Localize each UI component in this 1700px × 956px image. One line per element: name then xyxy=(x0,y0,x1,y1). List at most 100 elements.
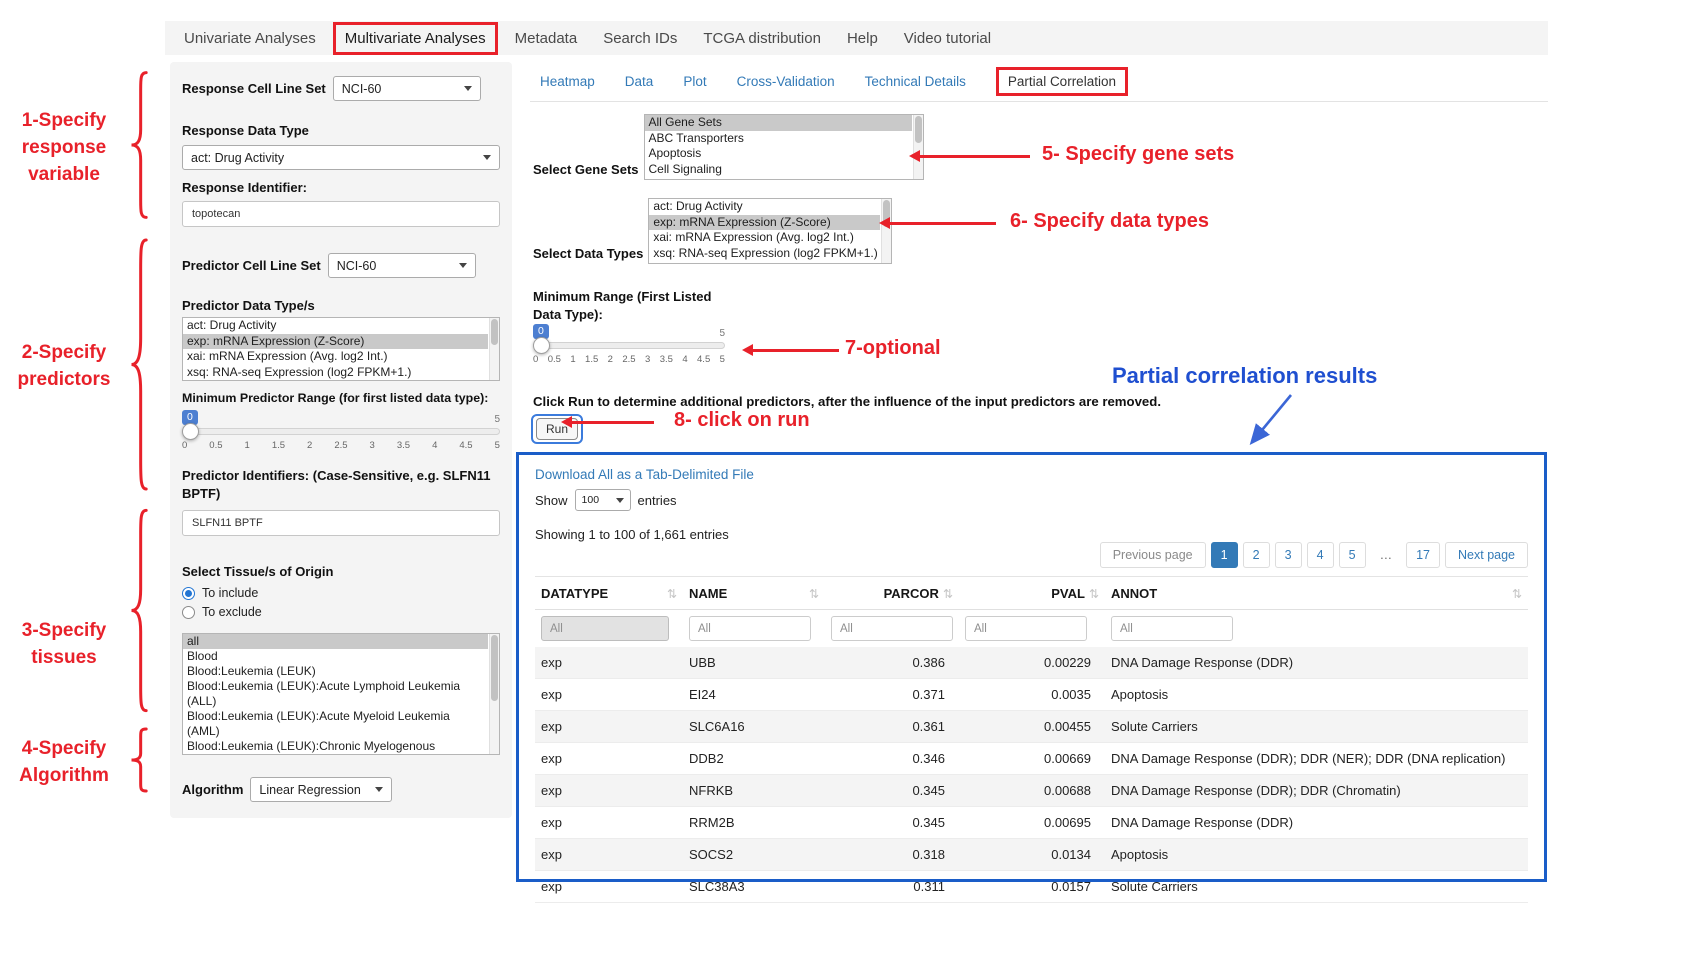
sort-icon[interactable]: ⇅ xyxy=(666,586,677,601)
table-row[interactable]: exp DDB2 0.346 0.00669 DNA Damage Respon… xyxy=(535,743,1528,775)
tab-technical-details[interactable]: Technical Details xyxy=(864,74,966,89)
annotation-step8: 8- click on run xyxy=(674,409,810,431)
list-option-selected[interactable]: All Gene Sets xyxy=(644,115,912,131)
list-option[interactable]: xsq: RNA-seq Expression (log2 FPKM+1.) xyxy=(187,364,412,379)
page-button-17[interactable]: 17 xyxy=(1406,542,1441,568)
list-option-selected[interactable]: all xyxy=(183,634,488,650)
filter-pval-input[interactable] xyxy=(965,616,1087,641)
scrollbar-thumb[interactable] xyxy=(883,200,891,227)
column-header-parcor[interactable]: PARCOR ⇅ xyxy=(825,577,959,610)
table-row[interactable]: exp SLC6A16 0.361 0.00455 Solute Carrier… xyxy=(535,710,1528,743)
sort-icon[interactable]: ⇅ xyxy=(1511,586,1522,601)
table-row[interactable]: exp SLC38A3 0.311 0.0157 Solute Carriers xyxy=(535,871,1528,903)
table-row[interactable]: exp EI24 0.371 0.0035 Apoptosis xyxy=(535,679,1528,711)
scrollbar[interactable] xyxy=(489,318,499,380)
tab-partial-correlation[interactable]: Partial Correlation xyxy=(995,67,1128,96)
sort-icon[interactable]: ⇅ xyxy=(1088,586,1099,601)
sort-icon[interactable]: ⇅ xyxy=(942,586,953,601)
filter-datatype-input[interactable] xyxy=(541,616,669,641)
scrollbar-thumb[interactable] xyxy=(491,635,498,702)
page-button-5[interactable]: 5 xyxy=(1338,542,1366,568)
page-button-3[interactable]: 3 xyxy=(1274,542,1302,568)
tab-heatmap[interactable]: Heatmap xyxy=(540,74,595,89)
nav-tcga-distribution[interactable]: TCGA distribution xyxy=(703,29,821,47)
tissue-include-radio[interactable]: To include xyxy=(182,586,500,600)
list-option[interactable]: act: Drug Activity xyxy=(653,199,743,213)
list-option[interactable]: Apoptosis xyxy=(648,146,702,160)
page-size-select[interactable]: 100 xyxy=(574,489,631,511)
tissue-exclude-radio[interactable]: To exclude xyxy=(182,605,500,619)
list-option[interactable]: Blood:Leukemia (LEUK):Acute Myeloid Leuk… xyxy=(187,709,450,739)
nav-video-tutorial[interactable]: Video tutorial xyxy=(903,29,992,47)
previous-page-button[interactable]: Previous page xyxy=(1099,542,1206,568)
scrollbar[interactable] xyxy=(489,634,499,755)
slider-handle[interactable] xyxy=(182,423,199,440)
tick-label: 2 xyxy=(307,440,313,451)
scrollbar[interactable] xyxy=(912,115,923,179)
cell-parcor: 0.386 xyxy=(912,655,945,670)
column-header-name[interactable]: NAME ⇅ xyxy=(683,577,825,610)
page-button-4[interactable]: 4 xyxy=(1306,542,1334,568)
download-link[interactable]: Download All as a Tab-Delimited File xyxy=(535,467,754,482)
sort-icon[interactable]: ⇅ xyxy=(808,586,819,601)
list-option[interactable]: act: Drug Activity xyxy=(187,318,277,332)
column-header-datatype[interactable]: DATATYPE ⇅ xyxy=(535,577,683,610)
list-option[interactable]: Blood:Leukemia (LEUK):Chronic Myelogenou… xyxy=(187,739,436,754)
min-range-slider[interactable]: 0 5 0 0.5 1 1.5 2 2.5 3 3.5 4 4.5 5 xyxy=(533,324,725,365)
scrollbar[interactable] xyxy=(881,199,892,263)
data-types-list[interactable]: act: Drug Activity exp: mRNA Expression … xyxy=(648,198,893,264)
filter-parcor-input[interactable] xyxy=(831,616,953,641)
list-option[interactable]: ABC Transporters xyxy=(648,130,744,145)
table-row[interactable]: exp SOCS2 0.318 0.0134 Apoptosis xyxy=(535,838,1528,871)
table-row[interactable]: exp NFRKB 0.345 0.00688 DNA Damage Respo… xyxy=(535,774,1528,807)
response-identifier-input[interactable] xyxy=(182,201,500,227)
slider-track[interactable] xyxy=(182,423,500,440)
nav-univariate-analyses[interactable]: Univariate Analyses xyxy=(184,29,316,47)
table-row[interactable]: exp UBB 0.386 0.00229 DNA Damage Respons… xyxy=(535,647,1528,679)
list-option-selected[interactable]: exp: mRNA Expression (Z-Score) xyxy=(649,214,881,230)
page-ellipsis: … xyxy=(1370,543,1402,567)
show-label: Show xyxy=(535,492,568,508)
list-option[interactable]: Blood:Leukemia (LEUK) xyxy=(187,664,316,679)
slider-track[interactable] xyxy=(533,337,725,354)
filter-name-input[interactable] xyxy=(689,616,811,641)
table-row[interactable]: exp RRM2B 0.345 0.00695 DNA Damage Respo… xyxy=(535,807,1528,839)
list-option[interactable]: xai: mRNA Expression (Avg. log2 Int.) xyxy=(653,230,854,244)
column-header-annot[interactable]: ANNOT ⇅ xyxy=(1105,577,1528,610)
algorithm-select[interactable]: Linear Regression xyxy=(250,777,393,803)
gene-sets-list[interactable]: All Gene Sets ABC Transporters Apoptosis… xyxy=(643,114,924,180)
nav-metadata[interactable]: Metadata xyxy=(514,29,578,47)
list-option[interactable]: xsq: RNA-seq Expression (log2 FPKM+1.) xyxy=(653,245,878,260)
response-data-type-select[interactable]: act: Drug Activity xyxy=(182,145,500,170)
list-option[interactable]: Blood xyxy=(187,649,218,664)
nav-multivariate-analyses[interactable]: Multivariate Analyses xyxy=(332,21,498,55)
list-option-selected[interactable]: exp: mRNA Expression (Z-Score) xyxy=(183,333,488,349)
nav-help[interactable]: Help xyxy=(846,29,878,47)
tab-cross-validation[interactable]: Cross-Validation xyxy=(736,74,835,89)
min-predictor-range-slider[interactable]: 0 5 0 0.5 1 1.5 2 2.5 3 3.5 4 4.5 5 xyxy=(182,410,500,451)
predictor-data-types-list[interactable]: act: Drug Activity exp: mRNA Expression … xyxy=(182,317,500,381)
tissue-origin-list[interactable]: all Blood Blood:Leukemia (LEUK) Blood:Le… xyxy=(182,633,500,756)
cell-annot: DNA Damage Response (DDR) xyxy=(1111,815,1294,830)
scrollbar-thumb[interactable] xyxy=(491,319,498,346)
tick-label: 4.5 xyxy=(459,440,473,451)
tab-plot[interactable]: Plot xyxy=(683,74,707,89)
response-cell-line-set-select[interactable]: NCI-60 xyxy=(332,76,481,101)
list-option[interactable]: Blood:Leukemia (LEUK):Acute Lymphoid Leu… xyxy=(187,679,461,709)
list-option[interactable]: xai: mRNA Expression (Avg. log2 Int.) xyxy=(187,349,388,363)
next-page-button[interactable]: Next page xyxy=(1445,542,1528,568)
pagination: Previous page 1 2 3 4 5 … 17 Next page xyxy=(535,542,1528,568)
predictor-identifiers-input[interactable] xyxy=(182,510,500,537)
list-option[interactable]: Cell Signaling xyxy=(648,161,722,176)
cell-datatype: exp xyxy=(541,719,562,734)
scrollbar-thumb[interactable] xyxy=(914,116,922,143)
column-header-pval[interactable]: PVAL ⇅ xyxy=(959,577,1105,610)
slider-handle[interactable] xyxy=(533,337,550,354)
filter-annot-input[interactable] xyxy=(1111,616,1233,641)
predictor-cell-line-set-select[interactable]: NCI-60 xyxy=(327,253,476,278)
page-button-1[interactable]: 1 xyxy=(1210,542,1238,568)
nav-search-ids[interactable]: Search IDs xyxy=(603,29,678,47)
response-data-type-value: act: Drug Activity xyxy=(191,150,285,165)
tab-data[interactable]: Data xyxy=(624,74,654,89)
page-button-2[interactable]: 2 xyxy=(1242,542,1270,568)
